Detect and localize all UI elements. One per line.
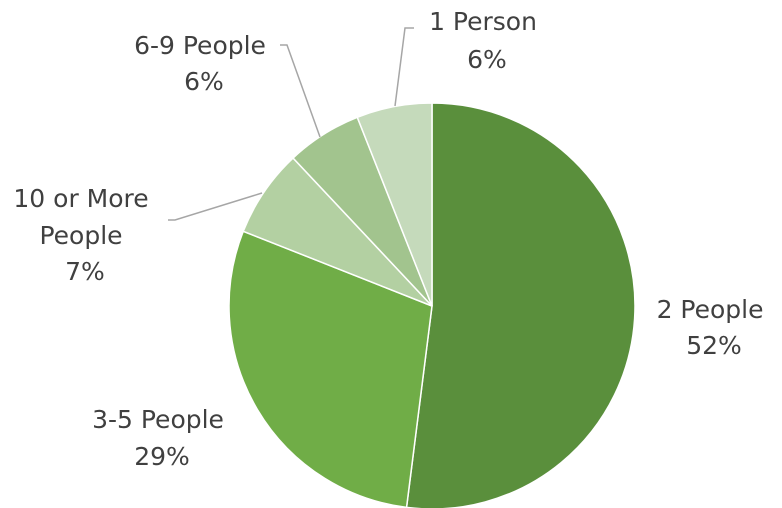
pie-slice-2-people	[405, 102, 636, 508]
slice-labels: 2 People 52% 3-5 People 29% 10 or More P…	[13, 7, 772, 471]
slice-label-2-people: 2 People 52%	[657, 295, 772, 360]
pie-slice-1-person	[356, 102, 433, 307]
pie-slices	[228, 102, 636, 508]
slice-label-1-person: 1 Person 6%	[429, 7, 545, 74]
leader-line-1-person	[394, 27, 414, 107]
slice-label-10-or-more-people: 10 or More People 7%	[13, 184, 156, 286]
pie-slice-3-5-people	[228, 230, 433, 508]
leader-line-10-or-more-people	[168, 192, 263, 221]
slice-label-3-5-people: 3-5 People 29%	[92, 405, 232, 471]
slice-label-6-9-people: 6-9 People 6%	[134, 31, 274, 96]
leader-lines	[168, 27, 414, 221]
leader-line-6-9-people	[280, 44, 321, 138]
